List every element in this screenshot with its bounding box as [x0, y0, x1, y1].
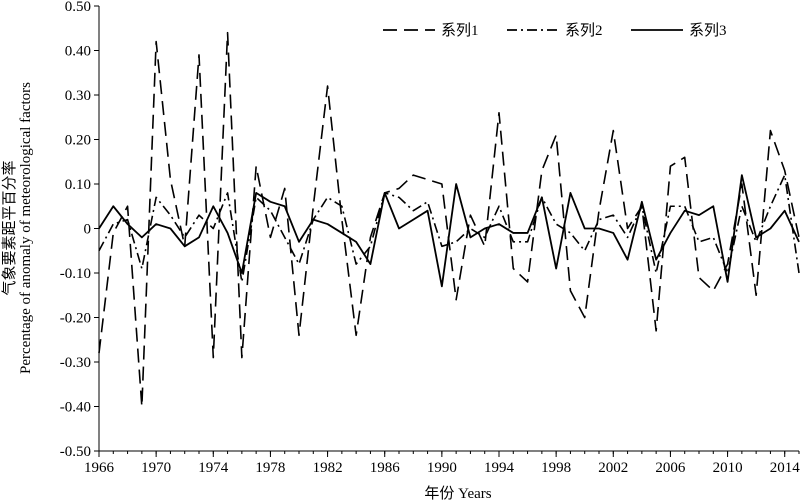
y-tick-label: -0.40 — [60, 400, 91, 416]
y-tick-label: -0.20 — [60, 311, 91, 327]
x-tick-label: 1998 — [541, 460, 571, 476]
x-tick-label: 1994 — [484, 460, 515, 476]
y-tick-label: -0.10 — [60, 266, 91, 282]
x-tick-label: 2002 — [598, 460, 628, 476]
y-axis-title-cn: 气象要素距平百分率 — [1, 160, 18, 295]
legend-label-2: 系列2 — [565, 22, 603, 39]
x-tick-label: 2014 — [770, 460, 800, 476]
y-tick-label: -0.30 — [60, 355, 91, 371]
y-tick-label: 0.20 — [65, 133, 91, 149]
y-tick-label: 0.40 — [65, 44, 91, 60]
axes-layer: 0.50 0.40 0.30 0.20 0.10 0 -0.10 -0.20 -0.30 -0.4… — [60, 0, 800, 476]
series-line-3 — [98, 174, 800, 288]
x-tick-label: 1970 — [141, 460, 171, 476]
x-axis-title: 年份 Years — [424, 485, 491, 502]
x-tick-label: 1990 — [427, 460, 457, 476]
series-layer — [98, 31, 800, 408]
y-tick-label: 0 — [84, 222, 92, 238]
x-tick-label: 2006 — [655, 460, 686, 476]
legend-label-3: 系列3 — [689, 22, 727, 39]
y-tick-label: 0.10 — [65, 177, 91, 193]
x-tick-label: 1974 — [198, 460, 229, 476]
x-tick-label: 1966 — [84, 460, 115, 476]
series-line-1 — [98, 31, 800, 408]
y-tick-label: 0.50 — [65, 0, 91, 15]
x-tick-label: 1986 — [370, 460, 401, 476]
y-axis-title-en: Percentage of anomaly of meteorological … — [18, 82, 34, 374]
y-tick-label: -0.50 — [60, 444, 91, 460]
x-tick-label: 2010 — [713, 460, 743, 476]
legend: 系列1 系列2 系列3 — [383, 22, 727, 39]
legend-label-1: 系列1 — [441, 22, 479, 39]
y-tick-label: 0.30 — [65, 88, 91, 104]
x-tick-label: 1978 — [255, 460, 285, 476]
x-tick-label: 1982 — [313, 460, 343, 476]
